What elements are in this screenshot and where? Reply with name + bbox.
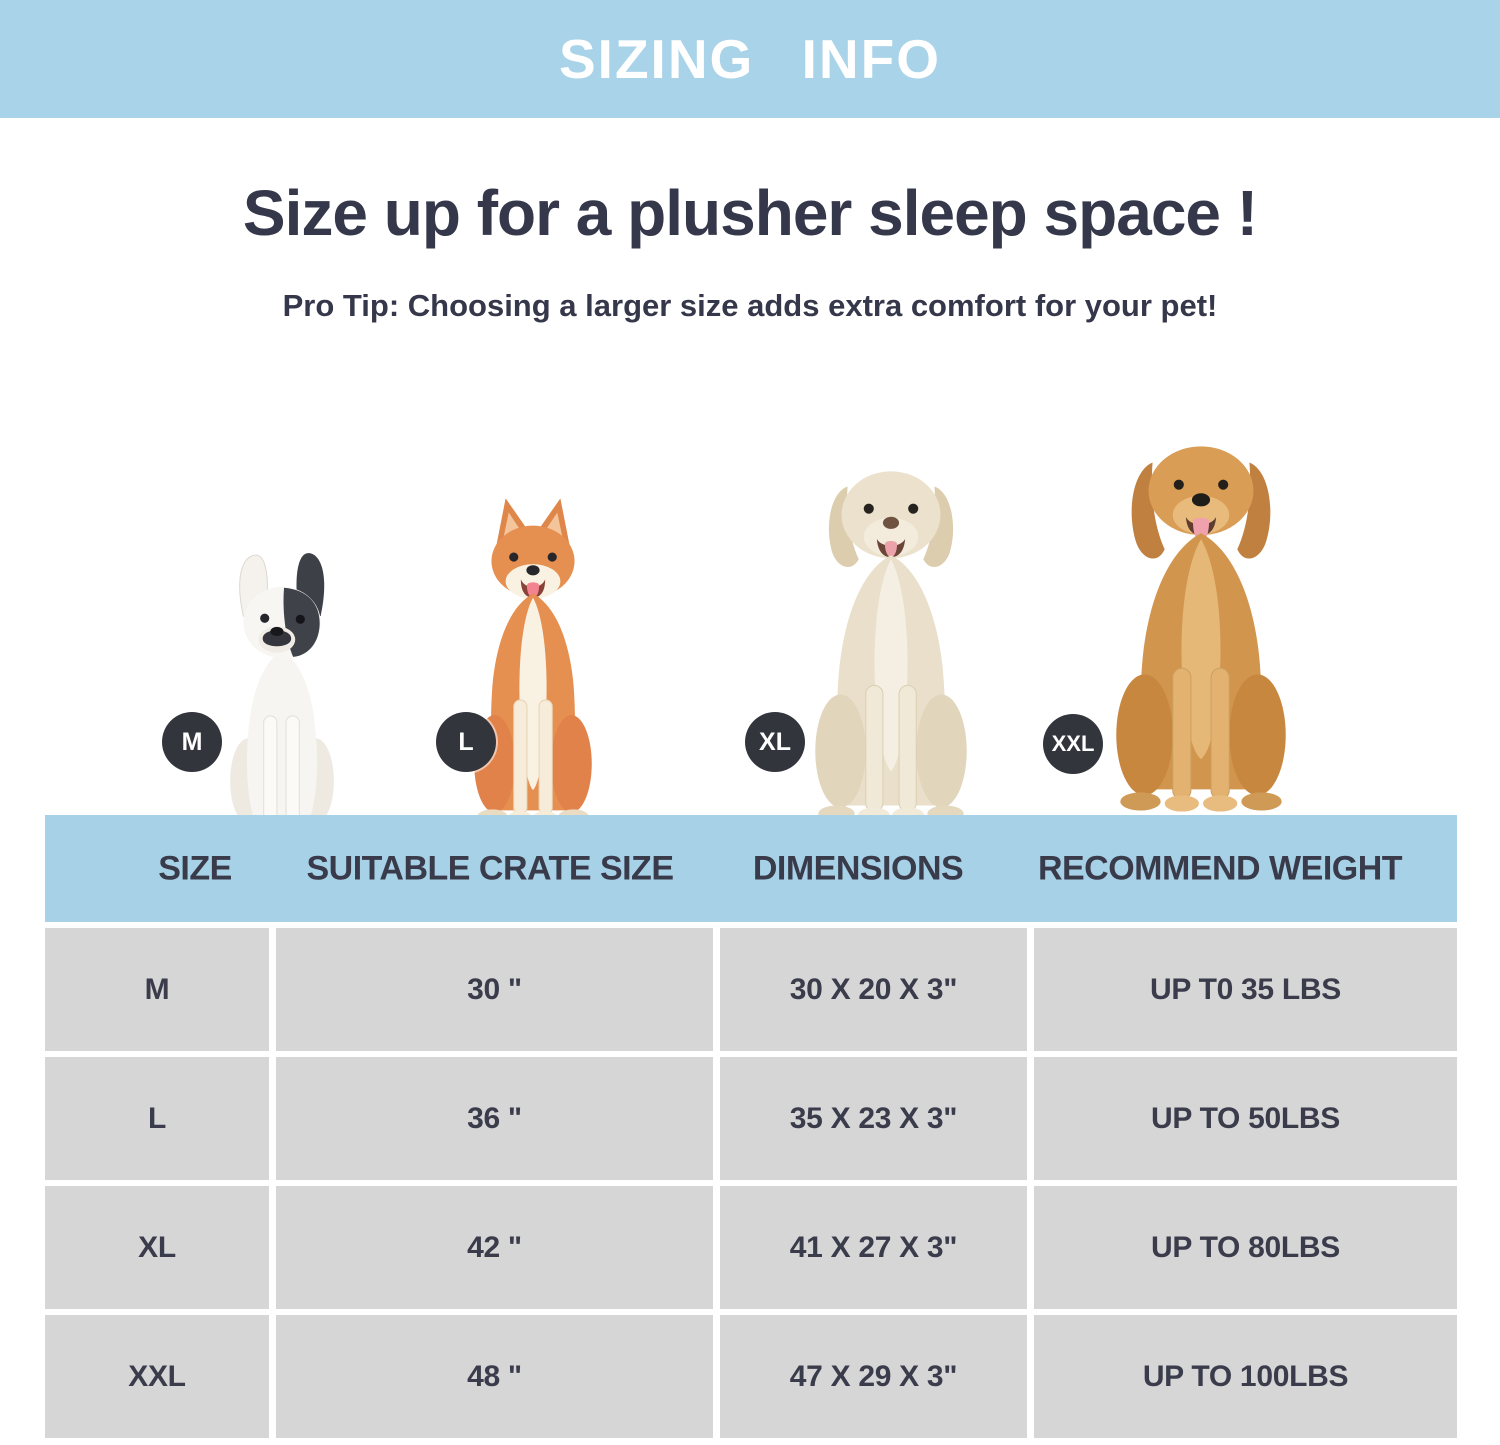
table-row-l: L 36 " 35 X 23 X 3" UP TO 50LBS (45, 1057, 1457, 1180)
size-badge-xl: XL (745, 712, 805, 772)
cell-dimensions: 47 X 29 X 3" (720, 1315, 1027, 1438)
cell-size: XXL (45, 1315, 269, 1438)
cell-crate-size: 42 " (276, 1186, 713, 1309)
cell-dimensions: 41 X 27 X 3" (720, 1186, 1027, 1309)
cell-weight: UP T0 35 LBS (1034, 928, 1457, 1051)
table-row-m: M 30 " 30 X 20 X 3" UP T0 35 LBS (45, 928, 1457, 1051)
dog-size-comparison: M L XL XXL (0, 360, 1500, 836)
cell-crate-size: 36 " (276, 1057, 713, 1180)
page-subtitle: Pro Tip: Choosing a larger size adds ext… (282, 288, 1218, 323)
shiba-inu-icon (474, 498, 592, 826)
size-badge-m: M (162, 712, 222, 772)
golden-retriever-figure (1086, 426, 1316, 840)
table-row-xl: XL 42 " 41 X 27 X 3" UP TO 80LBS (45, 1186, 1457, 1309)
cell-size: L (45, 1057, 269, 1180)
cell-weight: UP TO 50LBS (1034, 1057, 1457, 1180)
column-header-dimensions: DIMENSIONS (752, 849, 964, 887)
size-table: SIZE SUITABLE CRATE SIZE DIMENSIONS RECO… (45, 815, 1457, 1438)
golden-retriever-icon (1116, 446, 1286, 812)
labrador-figure (786, 448, 996, 840)
cell-dimensions: 35 X 23 X 3" (720, 1057, 1027, 1180)
cell-crate-size: 30 " (276, 928, 713, 1051)
banner: SIZING INFO (0, 0, 1500, 118)
labrador-icon (815, 471, 967, 824)
cell-weight: UP TO 80LBS (1034, 1186, 1457, 1309)
table-row-xxl: XXL 48 " 47 X 29 X 3" UP TO 100LBS (45, 1315, 1457, 1438)
cell-crate-size: 48 " (276, 1315, 713, 1438)
french-bulldog-figure (222, 545, 342, 840)
french-bulldog-icon (230, 553, 334, 836)
cell-dimensions: 30 X 20 X 3" (720, 928, 1027, 1051)
shiba-inu-figure (456, 492, 610, 840)
cell-size: M (45, 928, 269, 1051)
size-table-header-row: SIZE SUITABLE CRATE SIZE DIMENSIONS RECO… (45, 815, 1457, 922)
page-title: Size up for a plusher sleep space ! (242, 177, 1258, 249)
column-header-crate-size: SUITABLE CRATE SIZE (306, 849, 674, 887)
cell-size: XL (45, 1186, 269, 1309)
column-header-recommend-weight: RECOMMEND WEIGHT (1037, 849, 1403, 887)
column-header-size: SIZE (158, 849, 232, 887)
cell-weight: UP TO 100LBS (1034, 1315, 1457, 1438)
size-badge-l: L (436, 712, 496, 772)
banner-title: SIZING INFO (559, 28, 941, 90)
size-badge-xxl: XXL (1043, 714, 1103, 774)
